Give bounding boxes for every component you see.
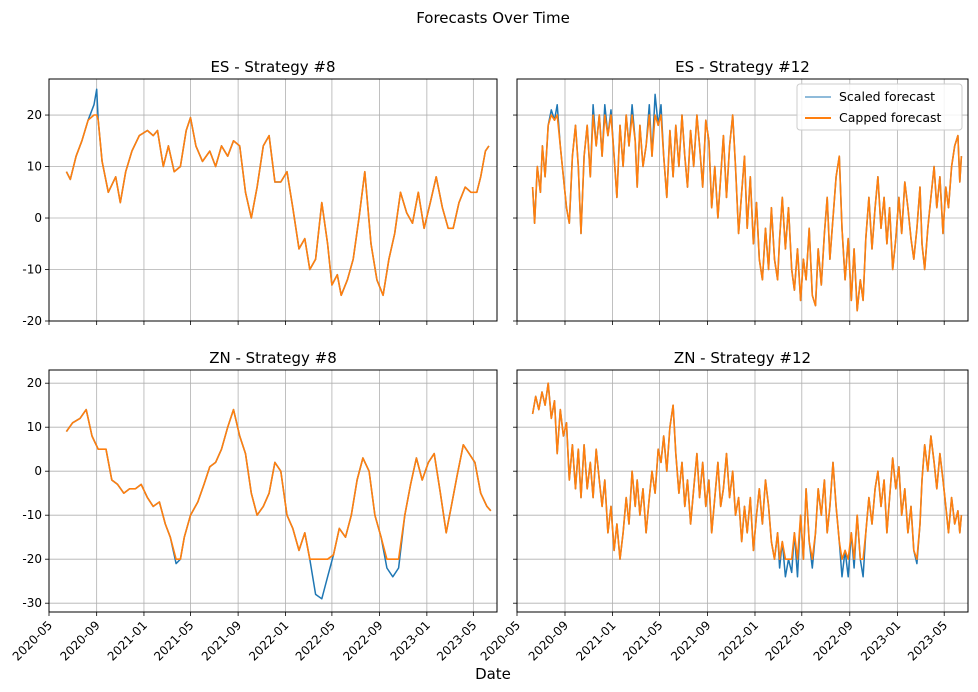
subplot-2: ES - Strategy #12 Scaled forecast Capped f… [513, 58, 969, 325]
y-tick-label: -20 [22, 314, 42, 328]
x-tick-label: 2021-01 [105, 618, 150, 663]
x-tick-label: 2021-01 [573, 618, 618, 663]
y-tick-label: -10 [22, 263, 42, 277]
x-tick-label: 2023-05 [905, 618, 950, 663]
x-tick-label: 2020-05 [478, 618, 523, 663]
subplot-title: ES - Strategy #8 [210, 58, 335, 76]
x-tick-label: 2021-05 [151, 618, 196, 663]
capped-forecast-line [65, 408, 492, 560]
axes-frame [516, 369, 969, 613]
legend-label: Capped forecast [839, 110, 942, 125]
figure-title: Forecasts Over Time [416, 9, 570, 27]
axes-frame [48, 369, 498, 613]
subplot-title: ES - Strategy #12 [675, 58, 810, 76]
legend-label: Scaled forecast [839, 89, 935, 104]
capped-forecast-line [531, 382, 963, 560]
y-tick-label: -30 [22, 596, 42, 610]
legend: Scaled forecast Capped forecast [796, 83, 963, 131]
x-tick-label: 2023-01 [858, 618, 903, 663]
x-tick-label: 2021-05 [620, 618, 665, 663]
x-tick-label: 2022-09 [811, 618, 856, 663]
y-tick-label: 10 [27, 420, 42, 434]
x-tick-label: 2022-01 [246, 618, 291, 663]
y-tick-label: -20 [22, 552, 42, 566]
plot-area [49, 370, 497, 612]
x-tick-label: 2023-01 [388, 618, 433, 663]
capped-forecast-line [531, 114, 963, 312]
y-tick-label: 0 [34, 211, 42, 225]
x-tick-label: 2021-09 [199, 618, 244, 663]
subplot-4: 2020-05 2020-09 2021-01 2021-05 2021-09 2022-… [478, 349, 969, 664]
x-tick-label: 2022-01 [716, 618, 761, 663]
plot-area [49, 79, 497, 321]
y-tick-label: 20 [27, 108, 42, 122]
subplot-title: ZN - Strategy #12 [674, 349, 811, 367]
subplot-1: -20 -10 0 10 20 ES - Strategy #8 [22, 58, 498, 328]
x-tick-label: 2022-09 [340, 618, 385, 663]
x-tick-label: 2020-09 [526, 618, 571, 663]
y-tick-label: 0 [34, 464, 42, 478]
capped-forecast-line [65, 114, 490, 297]
y-tick-label: -10 [22, 508, 42, 522]
x-tick-label: 2020-05 [10, 618, 55, 663]
subplot-title: ZN - Strategy #8 [209, 349, 337, 367]
y-tick-label: 20 [27, 376, 42, 390]
axes-frame [48, 78, 498, 322]
x-tick-label: 2023-05 [434, 618, 479, 663]
x-tick-label: 2020-09 [57, 618, 102, 663]
y-tick-label: 10 [27, 160, 42, 174]
x-tick-label: 2022-05 [293, 618, 338, 663]
legend-box [796, 83, 963, 131]
x-tick-label: 2021-09 [668, 618, 713, 663]
x-axis-label: Date [475, 665, 511, 683]
x-tick-label: 2022-05 [763, 618, 808, 663]
axes-frame [516, 78, 969, 322]
panels: -20 -10 0 10 20 ES - Strategy #8 ES - Strategy… [10, 58, 969, 664]
